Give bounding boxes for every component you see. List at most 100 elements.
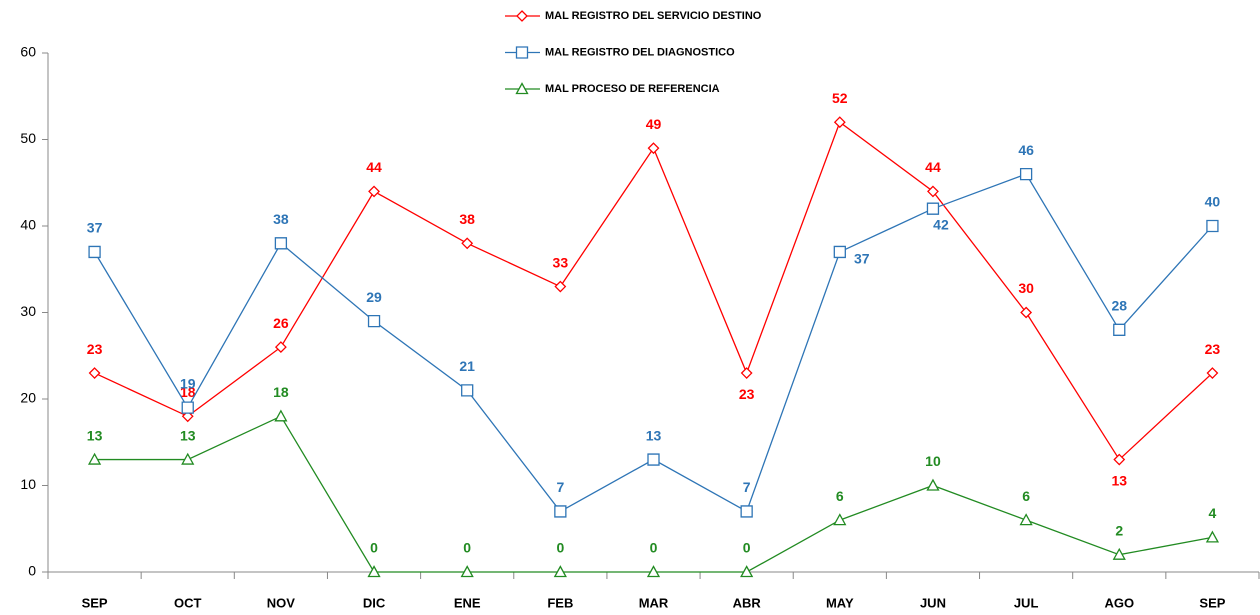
data-point (367, 314, 381, 328)
data-label: 10 (925, 453, 941, 469)
data-point (1019, 167, 1033, 181)
x-tick-label: SEP (82, 595, 108, 610)
data-label: 52 (832, 90, 848, 106)
data-point (274, 237, 288, 250)
data-point (368, 185, 380, 198)
data-point (740, 505, 753, 518)
data-label: 40 (1205, 194, 1221, 210)
data-point (367, 565, 381, 578)
x-tick-label: DIC (363, 595, 386, 610)
data-point (274, 409, 288, 422)
x-tick-label: NOV (267, 595, 296, 610)
data-label: 23 (1205, 341, 1221, 357)
y-tick-label: 50 (20, 130, 36, 146)
data-point (554, 280, 567, 293)
data-point (274, 341, 287, 354)
data-label: 0 (370, 540, 378, 556)
legend-marker (516, 10, 528, 22)
data-label: 7 (556, 479, 564, 495)
data-point (88, 245, 101, 259)
legend-label: MAL PROCESO DE REFERENCIA (545, 83, 720, 95)
data-label: 6 (836, 488, 844, 504)
data-label: 37 (854, 251, 870, 267)
x-tick-label: MAR (639, 595, 669, 610)
data-point (833, 245, 846, 259)
data-point (88, 367, 101, 379)
data-label: 13 (646, 427, 662, 443)
data-label: 44 (925, 159, 941, 175)
data-label: 38 (273, 211, 289, 227)
x-tick-label: FEB (547, 595, 573, 610)
data-label: 0 (556, 540, 564, 556)
data-label: 37 (87, 220, 103, 236)
data-point (740, 565, 754, 578)
x-tick-label: AGO (1104, 595, 1134, 610)
data-point (461, 237, 474, 250)
data-label: 23 (87, 341, 103, 357)
data-label: 18 (180, 384, 196, 400)
data-point (833, 513, 847, 526)
data-label: 26 (273, 315, 289, 331)
y-tick-label: 10 (20, 476, 36, 492)
data-label: 13 (180, 427, 196, 443)
x-tick-label: OCT (174, 595, 202, 610)
legend-marker (515, 82, 529, 95)
x-tick-label: ENE (454, 595, 481, 610)
data-point (927, 185, 939, 198)
data-point (460, 565, 474, 578)
data-label: 21 (459, 358, 475, 374)
data-label: 18 (273, 384, 289, 400)
data-point (926, 478, 940, 491)
data-point (1206, 367, 1219, 379)
data-point (646, 565, 661, 578)
data-point (926, 202, 940, 215)
x-tick-label: SEP (1199, 595, 1225, 610)
series-line (94, 121, 1213, 461)
legend-marker (515, 46, 529, 59)
data-point (647, 142, 660, 155)
data-point (1112, 547, 1126, 560)
data-point (1113, 323, 1126, 336)
data-label: 6 (1022, 488, 1030, 504)
legend-label: MAL REGISTRO DEL DIAGNOSTICO (545, 46, 735, 58)
x-tick-label: ABR (733, 595, 762, 610)
data-point (1206, 219, 1219, 233)
data-label: 0 (463, 540, 471, 556)
data-label: 30 (1018, 280, 1034, 296)
data-label: 4 (1209, 505, 1217, 521)
x-tick-label: JUL (1014, 595, 1039, 610)
data-label: 46 (1018, 142, 1034, 158)
data-label: 13 (1111, 472, 1127, 488)
data-point (553, 565, 567, 578)
data-label: 29 (366, 289, 382, 305)
x-tick-label: JUN (920, 595, 946, 610)
data-label: 7 (743, 479, 751, 495)
y-tick-label: 0 (28, 563, 36, 579)
data-label: 0 (743, 540, 751, 556)
data-label: 19 (180, 375, 196, 391)
data-point (647, 453, 660, 466)
data-label: 44 (366, 159, 382, 175)
data-label: 13 (87, 427, 103, 443)
data-label: 38 (459, 211, 475, 227)
y-tick-label: 60 (20, 44, 36, 60)
data-point (740, 367, 753, 379)
data-point (833, 116, 846, 129)
legend-label: MAL REGISTRO DEL SERVICIO DESTINO (545, 10, 762, 22)
data-label: 28 (1111, 298, 1127, 314)
data-point (1113, 453, 1126, 466)
data-point (87, 452, 102, 465)
data-label: 2 (1115, 522, 1123, 538)
data-label: 23 (739, 386, 755, 402)
x-tick-label: MAY (826, 595, 854, 610)
data-point (1019, 513, 1033, 526)
data-label: 0 (650, 540, 658, 556)
data-point (554, 505, 567, 518)
y-tick-label: 40 (20, 217, 36, 233)
data-label: 42 (933, 216, 949, 232)
data-point (181, 452, 195, 465)
y-tick-label: 20 (20, 390, 36, 406)
y-tick-label: 30 (20, 303, 36, 319)
data-point (1020, 306, 1033, 319)
